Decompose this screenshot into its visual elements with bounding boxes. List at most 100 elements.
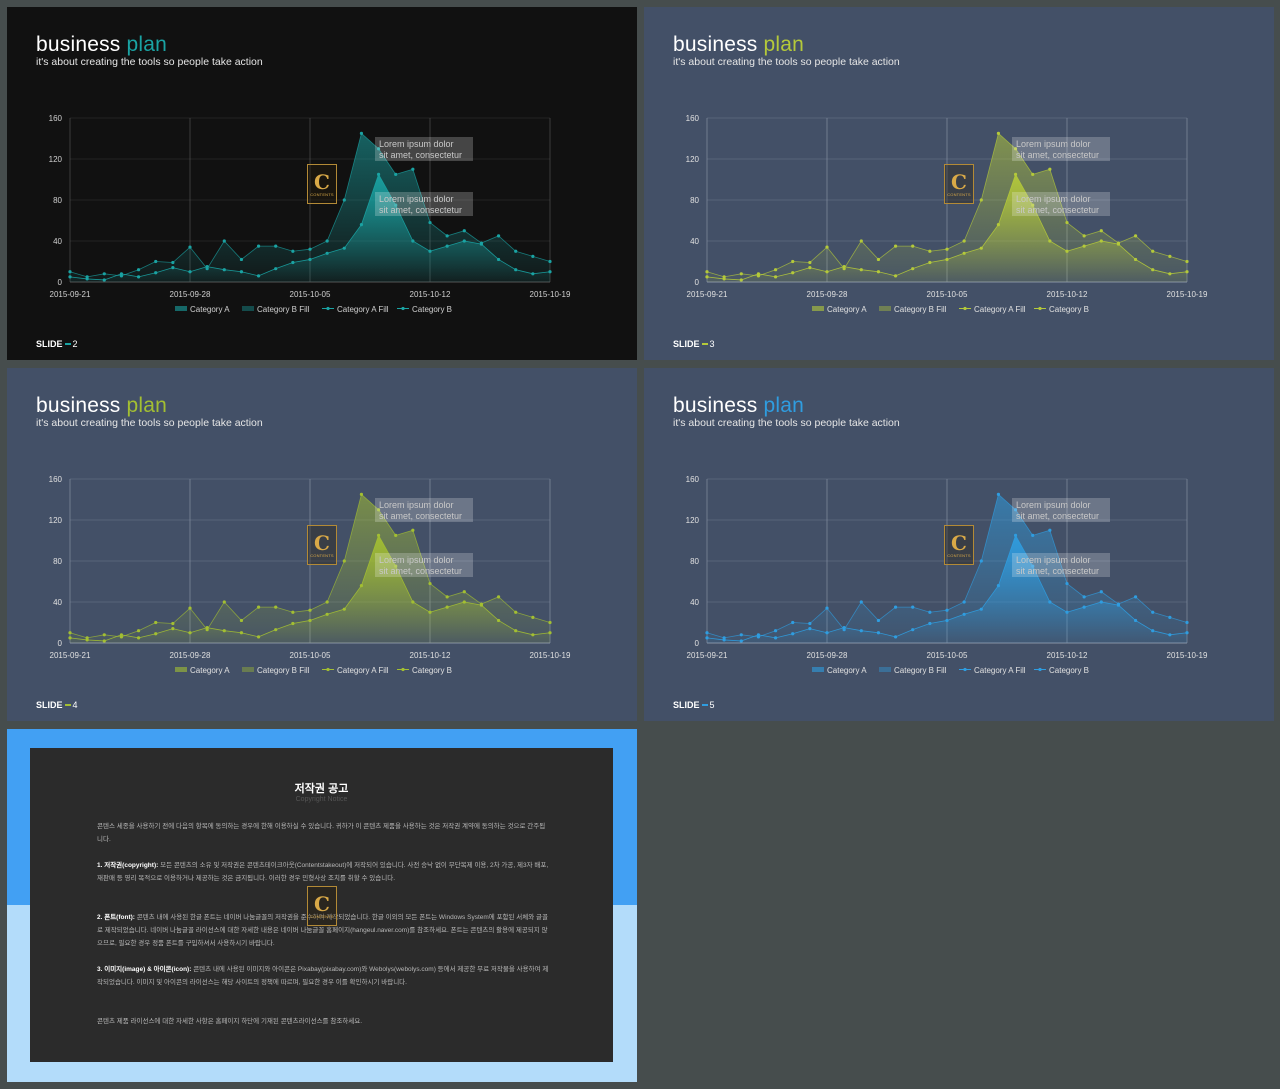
item-3-heading: 3. 이미지(image) & 아이콘(icon): <box>97 966 192 973</box>
category-a-point <box>1048 167 1052 171</box>
y-tick-label: 0 <box>695 639 700 648</box>
series-category-a-fill <box>70 494 550 643</box>
category-b-point <box>911 267 915 271</box>
category-b-point <box>188 631 192 635</box>
contents-logo: C CONTENTS <box>307 164 337 204</box>
y-tick-label: 120 <box>49 516 63 525</box>
logo-letter: C <box>951 530 967 555</box>
legend-swatch <box>812 306 824 311</box>
category-b-point <box>136 275 141 279</box>
legend-label: Category B <box>412 305 452 314</box>
category-b-point <box>1116 242 1121 246</box>
category-b-point <box>1013 172 1018 176</box>
slide-dash <box>64 342 71 345</box>
slide-5[interactable]: business plan it's about creating the to… <box>644 368 1274 721</box>
slide-label: SLIDE <box>36 700 63 710</box>
category-b-point <box>359 223 364 227</box>
category-b-point <box>791 271 795 275</box>
y-tick-label: 80 <box>53 196 62 205</box>
category-b-point <box>808 627 812 631</box>
category-b-point <box>342 607 346 611</box>
legend-label: Category A Fill <box>974 666 1026 675</box>
category-a-point <box>359 131 364 135</box>
legend-label: Category B Fill <box>257 305 310 314</box>
legend-label: Category A Fill <box>337 666 389 675</box>
category-b-point <box>756 272 761 276</box>
category-b-point <box>1168 633 1172 637</box>
lorem-line-2: sit amet, consectetur <box>379 205 463 215</box>
copyright-title: 저작권 공고 <box>294 783 349 795</box>
title-word-business: business <box>36 394 121 417</box>
legend-label: Category B Fill <box>257 666 310 675</box>
slide-3[interactable]: business plan it's about creating the to… <box>644 7 1274 360</box>
slide-2[interactable]: business plan it's about creating the to… <box>7 7 637 360</box>
category-b-point <box>531 633 535 637</box>
item-2-body: 콘텐츠 내에 사용된 한글 폰트는 네이버 나눔글꼴의 저작권을 준수하여 제작… <box>97 914 549 947</box>
logo-letter: C <box>314 891 330 916</box>
category-b-point <box>876 631 881 635</box>
category-a-point <box>911 605 915 609</box>
legend-marker <box>326 667 330 672</box>
slide-4[interactable]: business plan it's about creating the to… <box>7 368 637 721</box>
y-tick-label: 40 <box>53 598 62 607</box>
category-a-point <box>428 220 432 225</box>
category-b-point <box>1168 272 1172 276</box>
category-b-point <box>291 260 295 265</box>
category-a-point <box>893 244 898 248</box>
category-b-point <box>325 251 329 255</box>
legend-label: Category A <box>827 666 867 675</box>
legend-marker <box>1038 667 1042 672</box>
category-b-point <box>962 251 966 255</box>
category-b-point <box>548 270 552 274</box>
title-word-plan: plan <box>763 394 805 417</box>
legend-swatch <box>879 306 891 311</box>
category-a-point <box>136 268 141 272</box>
area-chart: 0 40 80 120 160 2015-09-21 2015-09-28 2015-10-0… <box>49 114 571 314</box>
category-a-point <box>825 606 829 610</box>
copyright-item-1: 1. 저작권(copyright): 모든 콘텐츠의 소유 및 저작권은 콘텐츠… <box>97 859 549 885</box>
category-b-point <box>979 246 983 250</box>
legend-label: Category A <box>190 666 230 675</box>
lorem-line-1: Lorem ipsum dolor <box>379 555 454 565</box>
category-a-point <box>979 559 983 563</box>
category-b-point <box>722 638 726 642</box>
lorem-line-1: Lorem ipsum dolor <box>379 139 454 149</box>
category-b-point <box>102 278 106 282</box>
category-b-point <box>342 246 346 250</box>
copyright-intro: 콘텐스 세종을 사용하기 전에 다음의 항목에 동의하는 경우에 한해 이용하실… <box>97 823 546 843</box>
category-a-point <box>291 249 295 253</box>
category-a-point <box>171 260 175 265</box>
category-a-point <box>1065 220 1069 225</box>
slide-label: SLIDE <box>673 339 700 349</box>
category-a-point <box>256 605 261 609</box>
y-tick-label: 0 <box>695 278 700 287</box>
category-b-point <box>85 638 89 642</box>
category-a-point <box>68 270 72 274</box>
copyright-item-2: 2. 폰트(font): 콘텐츠 내에 사용된 한글 폰트는 네이버 나눔글꼴의… <box>97 911 549 950</box>
slide-copyright[interactable]: 저작권 공고 Copyright Notice 콘텐스 세종을 사용하기 전에 … <box>7 729 637 1082</box>
slide-dash <box>701 703 708 706</box>
category-a-point <box>876 257 881 262</box>
x-tick-label: 2015-10-19 <box>1167 651 1208 660</box>
contents-logo: C CONTENTS <box>307 525 337 565</box>
category-b-point <box>893 274 898 278</box>
category-b-point <box>945 618 949 623</box>
item-1-body: 모든 콘텐츠의 소유 및 저작권은 콘텐츠테이크아웃(Contentstakeo… <box>97 862 549 882</box>
x-tick-label: 2015-10-05 <box>927 651 968 660</box>
category-a-point <box>1013 147 1018 151</box>
legend-marker <box>326 306 330 311</box>
title-word-plan: plan <box>126 394 168 417</box>
category-a-point <box>996 492 1001 496</box>
category-a-point <box>945 247 949 251</box>
category-a-point <box>705 631 709 635</box>
category-b-point <box>876 270 881 274</box>
logo-letter: C <box>951 169 967 194</box>
category-a-point <box>893 605 898 609</box>
legend-swatch <box>812 667 824 672</box>
category-b-point <box>256 274 261 278</box>
lorem-line-2: sit amet, consectetur <box>1016 150 1100 160</box>
category-a-point <box>1185 259 1189 264</box>
lorem-callout-1: Lorem ipsum dolor sit amet, consectetur <box>375 137 473 161</box>
category-b-point <box>1013 533 1018 537</box>
category-b-point <box>705 636 709 640</box>
